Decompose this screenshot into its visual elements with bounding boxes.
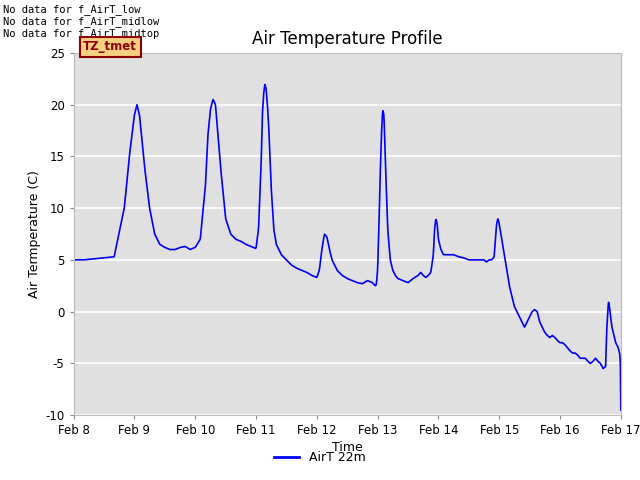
Text: No data for f_AirT_midtop: No data for f_AirT_midtop [3, 28, 159, 39]
Title: Air Temperature Profile: Air Temperature Profile [252, 30, 442, 48]
Text: TZ_tmet: TZ_tmet [83, 40, 137, 53]
Text: No data for f_AirT_low: No data for f_AirT_low [3, 4, 141, 15]
Y-axis label: Air Termperature (C): Air Termperature (C) [28, 170, 41, 298]
X-axis label: Time: Time [332, 442, 363, 455]
Text: No data for f_AirT_midlow: No data for f_AirT_midlow [3, 16, 159, 27]
Legend: AirT 22m: AirT 22m [269, 446, 371, 469]
